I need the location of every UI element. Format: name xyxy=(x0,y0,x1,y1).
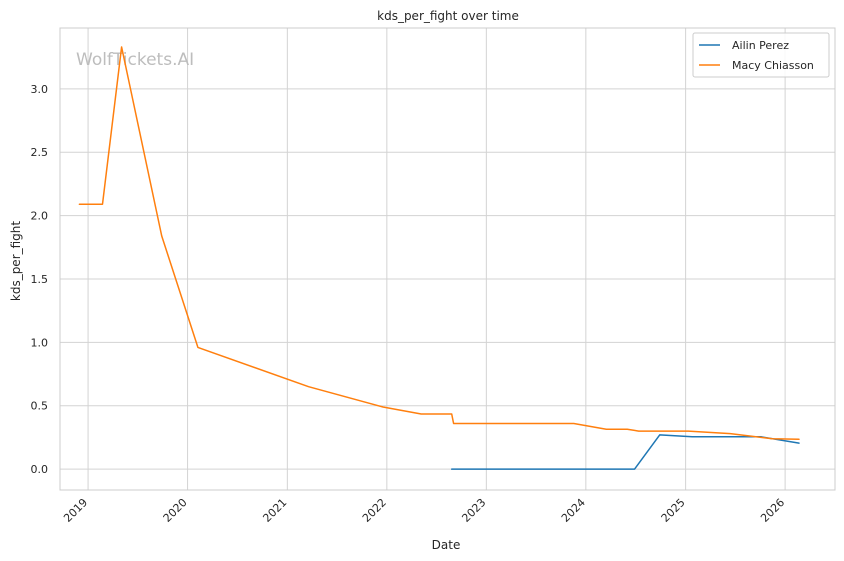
chart-title: kds_per_fight over time xyxy=(377,9,519,23)
y-axis-label: kds_per_fight xyxy=(9,221,23,302)
x-axis-label: Date xyxy=(432,538,461,552)
legend-box xyxy=(692,32,830,78)
y-tick-label: 2.5 xyxy=(31,146,49,159)
series-layer xyxy=(78,46,800,470)
y-tick-label: 0.5 xyxy=(31,400,49,413)
y-tick-label: 2.0 xyxy=(31,210,49,223)
y-tick-label: 1.5 xyxy=(31,273,49,286)
plot-frame xyxy=(59,27,836,491)
legend: Ailin Perez Macy Chiasson xyxy=(692,32,830,78)
y-tick-label: 1.0 xyxy=(31,336,49,349)
watermark: WolfTickets.AI xyxy=(76,50,194,70)
y-tick-label: 0.0 xyxy=(31,463,49,476)
grid xyxy=(60,28,835,490)
legend-label: Macy Chiasson xyxy=(732,59,814,72)
legend-label: Ailin Perez xyxy=(732,39,789,52)
y-tick-labels: 0.0 0.5 1.0 1.5 2.0 2.5 3.0 xyxy=(31,83,49,476)
y-tick-label: 3.0 xyxy=(31,83,49,96)
series-line-macy-chiasson xyxy=(78,46,800,441)
